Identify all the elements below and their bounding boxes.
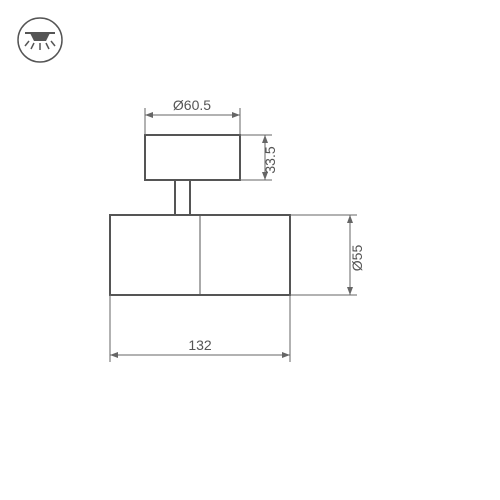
dim-mount-label: 33.5 xyxy=(262,146,278,173)
dim-body-diameter: Ø55 xyxy=(290,215,365,295)
technical-drawing: Ø60.5 33.5 Ø55 132 xyxy=(0,0,500,500)
ceiling-light-icon xyxy=(18,18,62,62)
dim-top-label: Ø60.5 xyxy=(173,97,211,113)
dim-width-label: 132 xyxy=(188,337,212,353)
dim-mount-height: 33.5 xyxy=(240,135,278,180)
dim-body-width: 132 xyxy=(110,295,290,362)
dim-body-dia-label: Ø55 xyxy=(349,245,365,272)
dim-top-diameter: Ø60.5 xyxy=(145,97,240,135)
